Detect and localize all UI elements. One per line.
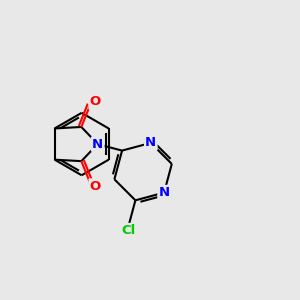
Text: N: N <box>92 138 103 151</box>
Text: N: N <box>159 186 170 199</box>
Text: O: O <box>90 95 101 109</box>
Text: Cl: Cl <box>122 224 136 237</box>
Text: O: O <box>90 180 101 193</box>
Text: N: N <box>145 136 156 149</box>
